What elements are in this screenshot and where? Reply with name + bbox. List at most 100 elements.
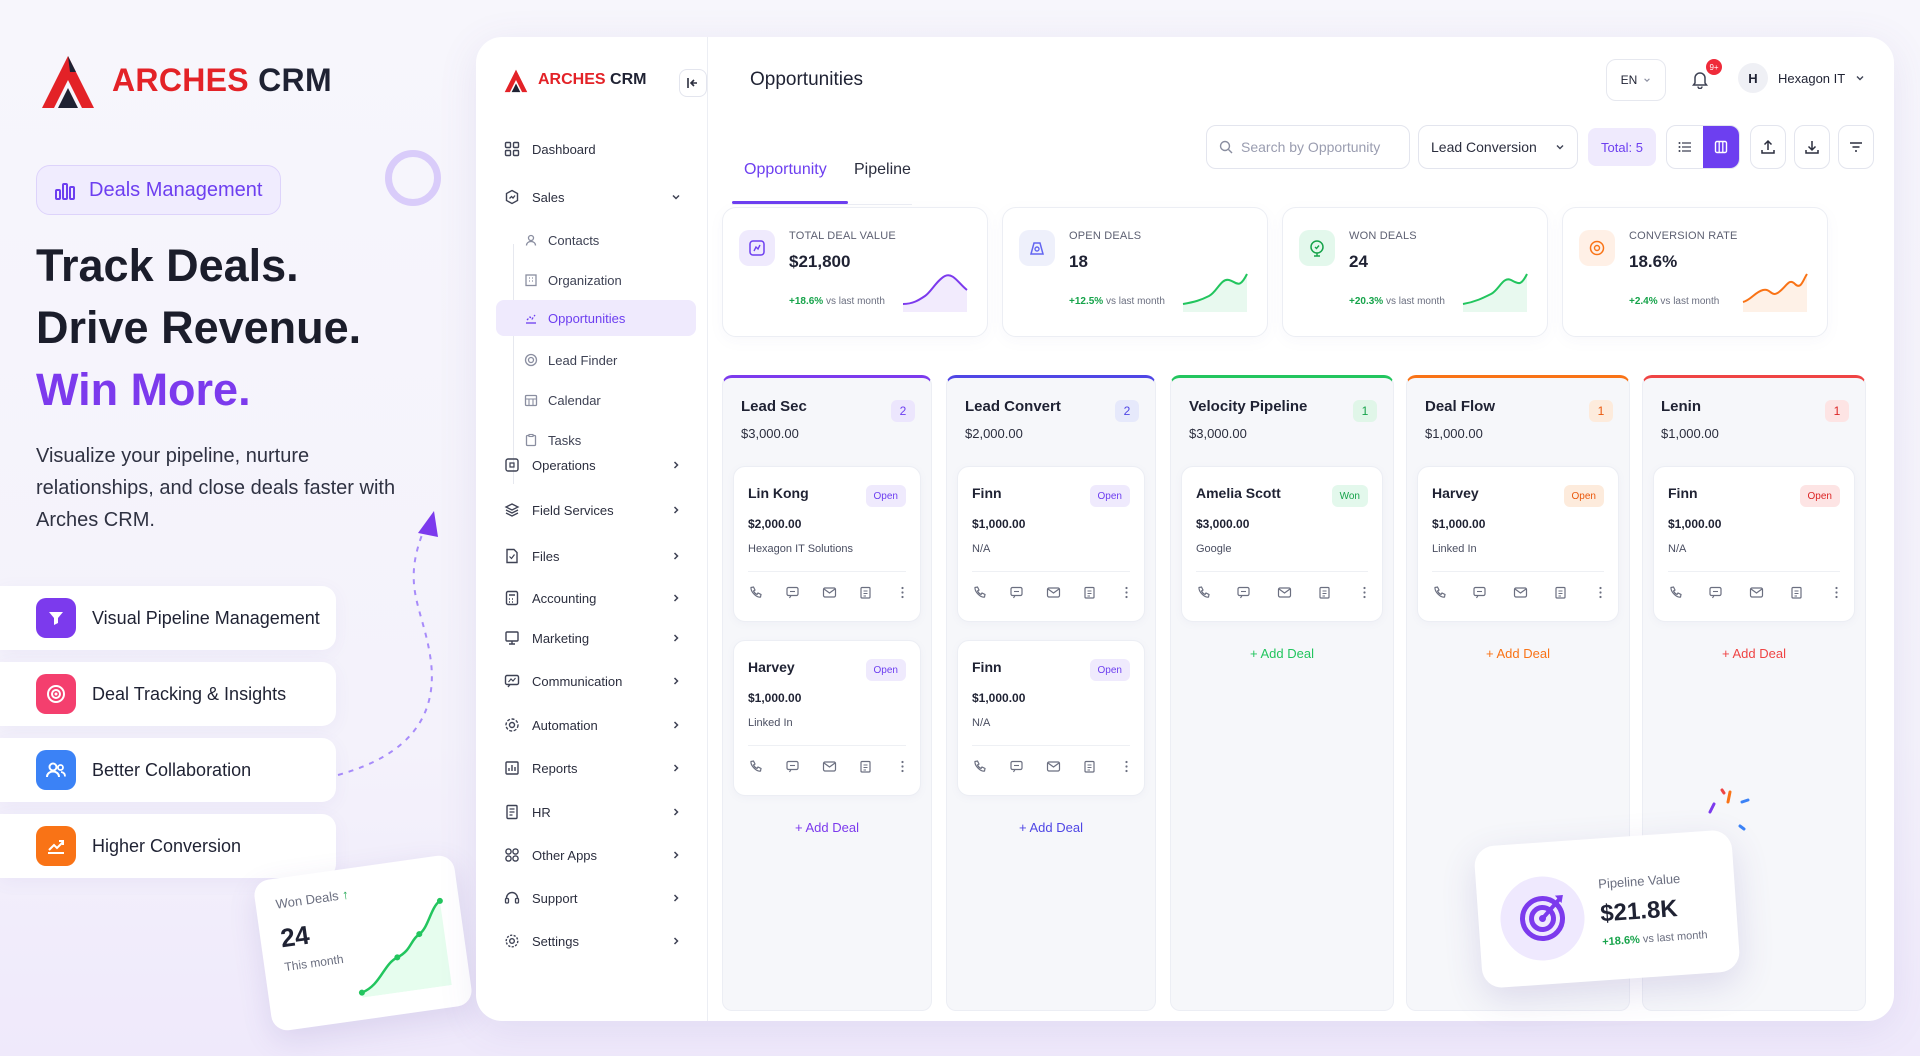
message-action[interactable] <box>785 585 800 600</box>
chevron-down-icon <box>1556 145 1564 150</box>
mail-action[interactable] <box>1046 585 1061 600</box>
tab-opportunity[interactable]: Opportunity <box>744 161 827 178</box>
sidebar-item-sales[interactable]: Sales <box>504 182 682 212</box>
upload-button[interactable] <box>1750 125 1786 169</box>
add-deal-button[interactable]: + Add Deal <box>1722 646 1786 661</box>
mail-action[interactable] <box>822 759 837 774</box>
more-vertical-action[interactable] <box>1829 585 1844 600</box>
sidebar-item-communication[interactable]: Communication <box>504 666 682 696</box>
list-view-button[interactable] <box>1667 126 1703 168</box>
message-action[interactable] <box>1708 585 1723 600</box>
message-action[interactable] <box>1236 585 1251 600</box>
sidebar-item-dashboard[interactable]: Dashboard <box>504 134 682 164</box>
message-action[interactable] <box>1472 585 1487 600</box>
sidebar-item-automation[interactable]: Automation <box>504 710 682 740</box>
deal-card[interactable]: Lin Kong Open $2,000.00 Hexagon IT Solution… <box>733 466 921 622</box>
column-amount: $3,000.00 <box>1189 426 1247 441</box>
kanban-view-button[interactable] <box>1703 126 1739 168</box>
phone-action[interactable] <box>972 759 987 774</box>
add-deal-button[interactable]: + Add Deal <box>1019 820 1083 835</box>
user-name: Hexagon IT <box>1778 70 1846 86</box>
more-vertical-action[interactable] <box>1119 759 1134 774</box>
message-action[interactable] <box>1009 585 1024 600</box>
mail-action[interactable] <box>1277 585 1292 600</box>
search-box[interactable] <box>1206 125 1410 169</box>
add-deal-button[interactable]: + Add Deal <box>1486 646 1550 661</box>
sidebar-item-operations[interactable]: Operations <box>504 450 682 480</box>
more-vertical-action[interactable] <box>1357 585 1372 600</box>
sidebar-item-marketing[interactable]: Marketing <box>504 623 682 653</box>
sidebar-item-field-services[interactable]: Field Services <box>504 495 682 525</box>
sidebar-subitem-contacts[interactable]: Contacts <box>524 222 700 258</box>
deal-card[interactable]: Harvey Open $1,000.00 Linked In <box>1417 466 1619 622</box>
phone-action[interactable] <box>1196 585 1211 600</box>
card-divider <box>1432 571 1604 572</box>
deal-card[interactable]: Harvey Open $1,000.00 Linked In <box>733 640 921 796</box>
report-icon <box>505 761 519 775</box>
sidebar-brand[interactable]: ARCHES CRM <box>502 67 646 93</box>
sidebar-item-accounting[interactable]: Accounting <box>504 583 682 613</box>
sidebar-item-reports[interactable]: Reports <box>504 753 682 783</box>
deal-card[interactable]: Finn Open $1,000.00 N/A <box>1653 466 1855 622</box>
clipboard-action[interactable] <box>858 759 873 774</box>
language-select[interactable]: EN <box>1606 59 1666 101</box>
add-deal-button[interactable]: + Add Deal <box>795 820 859 835</box>
kanban-column-lead-sec: Lead Sec $3,000.00 2 Lin Kong Open $2,000.00 H… <box>722 375 932 1011</box>
user-menu[interactable]: H Hexagon IT <box>1738 63 1865 93</box>
phone-action[interactable] <box>1432 585 1447 600</box>
add-deal-button[interactable]: + Add Deal <box>1250 646 1314 661</box>
mail-action[interactable] <box>822 585 837 600</box>
kanban-column-lead-convert: Lead Convert $2,000.00 2 Finn Open $1,000.00 N… <box>946 375 1156 1011</box>
filter-select[interactable]: Lead Conversion <box>1418 125 1578 169</box>
clipboard-action[interactable] <box>1789 585 1804 600</box>
clipboard-action[interactable] <box>1553 585 1568 600</box>
file-icon <box>506 548 518 564</box>
deal-card[interactable]: Finn Open $1,000.00 N/A <box>957 640 1145 796</box>
sidebar-item-support[interactable]: Support <box>504 883 682 913</box>
message-action[interactable] <box>1009 759 1024 774</box>
sidebar-subitem-opportunities[interactable]: Opportunities <box>496 300 696 336</box>
clipboard-action[interactable] <box>1082 759 1097 774</box>
more-vertical-action[interactable] <box>895 585 910 600</box>
column-count-badge: 1 <box>1353 400 1377 422</box>
collapse-sidebar-button[interactable] <box>679 69 707 97</box>
headline-line-3: Win More. <box>36 364 251 415</box>
filter-button[interactable] <box>1838 125 1874 169</box>
phone-action[interactable] <box>1668 585 1683 600</box>
sidebar-subitem-tasks[interactable]: Tasks <box>524 422 700 458</box>
sidebar-item-settings[interactable]: Settings <box>504 926 682 956</box>
clipboard-action[interactable] <box>1317 585 1332 600</box>
clipboard-action[interactable] <box>1082 585 1097 600</box>
mail-action[interactable] <box>1749 585 1764 600</box>
phone-action[interactable] <box>748 759 763 774</box>
mail-action[interactable] <box>1513 585 1528 600</box>
deal-card[interactable]: Amelia Scott Won $3,000.00 Google <box>1181 466 1383 622</box>
mail-action[interactable] <box>1046 759 1061 774</box>
more-vertical-action[interactable] <box>1593 585 1608 600</box>
sidebar-subitem-lead-finder[interactable]: Lead Finder <box>524 342 700 378</box>
sidebar-item-other-apps[interactable]: Other Apps <box>504 840 682 870</box>
search-input[interactable] <box>1241 139 1401 155</box>
sidebar-subitem-calendar[interactable]: Calendar <box>524 382 700 418</box>
more-vertical-action[interactable] <box>1119 585 1134 600</box>
sidebar-item-label: Settings <box>532 933 579 949</box>
chevron-down-icon <box>1856 76 1864 81</box>
sidebar-item-files[interactable]: Files <box>504 541 682 571</box>
deal-name: Harvey <box>1432 485 1479 501</box>
tab-pipeline[interactable]: Pipeline <box>854 161 911 178</box>
sidebar-subitem-organization[interactable]: Organization <box>524 262 700 298</box>
download-button[interactable] <box>1794 125 1830 169</box>
sidebar-item-hr[interactable]: HR <box>504 797 682 827</box>
notification-bell[interactable] <box>1690 69 1710 89</box>
total-count-badge: Total: 5 <box>1588 128 1656 166</box>
more-vertical-action[interactable] <box>895 759 910 774</box>
sidebar-item-label: Accounting <box>532 590 597 606</box>
deal-card[interactable]: Finn Open $1,000.00 N/A <box>957 466 1145 622</box>
feature-label: Deal Tracking & Insights <box>92 683 287 704</box>
phone-action[interactable] <box>748 585 763 600</box>
active-tab-indicator <box>732 201 848 204</box>
message-icon <box>1010 760 1023 773</box>
clipboard-action[interactable] <box>858 585 873 600</box>
message-action[interactable] <box>785 759 800 774</box>
phone-action[interactable] <box>972 585 987 600</box>
